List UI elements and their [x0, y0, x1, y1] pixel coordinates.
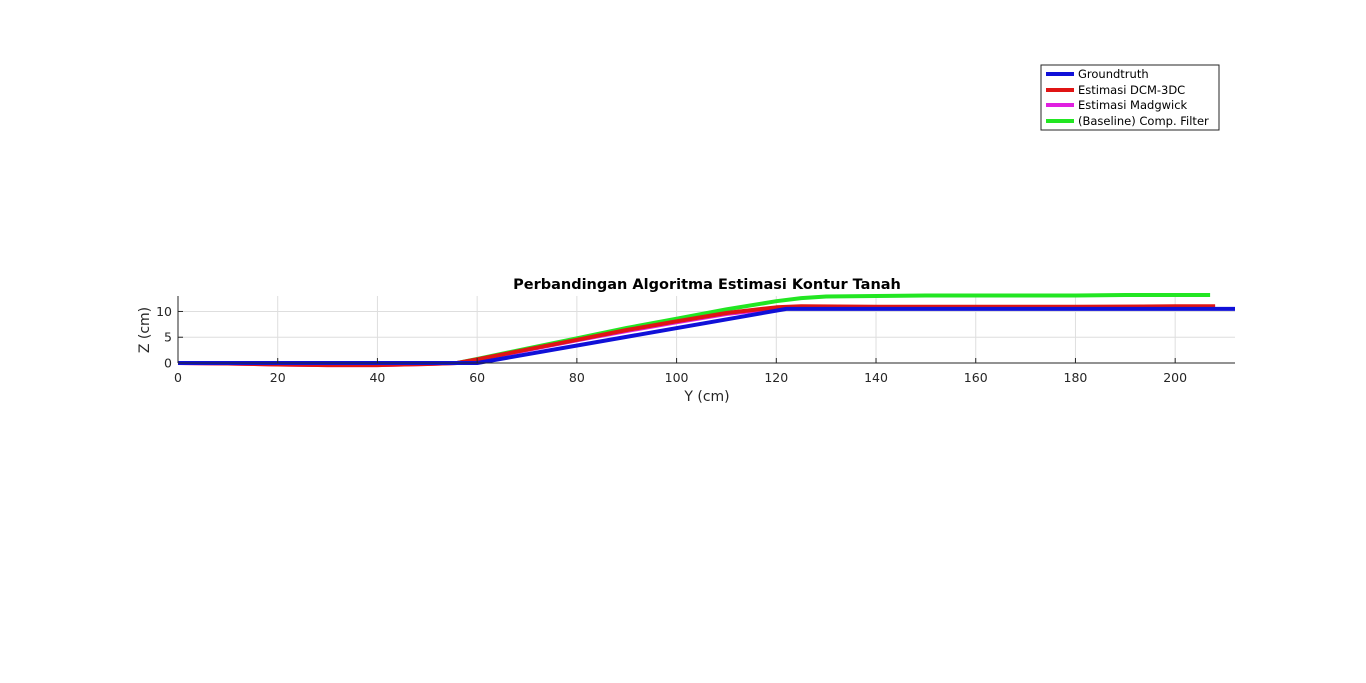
legend: Groundtruth Estimasi DCM-3DC Estimasi Ma… [1040, 64, 1220, 131]
x-tick-label: 60 [469, 370, 485, 385]
legend-label-madgwick: Estimasi Madgwick [1078, 98, 1188, 112]
x-tick-label: 40 [369, 370, 385, 385]
x-ticks: 0 20 40 60 80 100 120 140 160 180 200 [174, 358, 1187, 385]
chart-title: Perbandingan Algoritma Estimasi Kontur T… [513, 277, 901, 293]
x-tick-label: 160 [964, 370, 988, 385]
x-tick-label: 0 [174, 370, 182, 385]
legend-label-comp-filter: (Baseline) Comp. Filter [1078, 114, 1209, 128]
y-tick-label: 0 [164, 356, 172, 371]
x-tick-label: 140 [864, 370, 888, 385]
y-tick-label: 10 [156, 304, 172, 319]
x-axis-label: Y (cm) [683, 389, 729, 405]
plot-axes: 0 20 40 60 80 100 120 140 160 180 200 0 5 10 [156, 293, 1235, 385]
x-tick-label: 120 [764, 370, 788, 385]
y-axis-label: Z (cm) [137, 307, 153, 353]
x-tick-label: 100 [665, 370, 689, 385]
legend-label-groundtruth: Groundtruth [1078, 67, 1149, 81]
x-tick-label: 180 [1064, 370, 1088, 385]
legend-label-dcm-3dc: Estimasi DCM-3DC [1078, 83, 1185, 97]
series-line-2 [177, 304, 1216, 368]
y-ticks: 0 5 10 [156, 304, 183, 371]
x-tick-label: 200 [1163, 370, 1187, 385]
y-tick-label: 5 [164, 330, 172, 345]
x-tick-label: 80 [569, 370, 585, 385]
x-tick-label: 20 [270, 370, 286, 385]
